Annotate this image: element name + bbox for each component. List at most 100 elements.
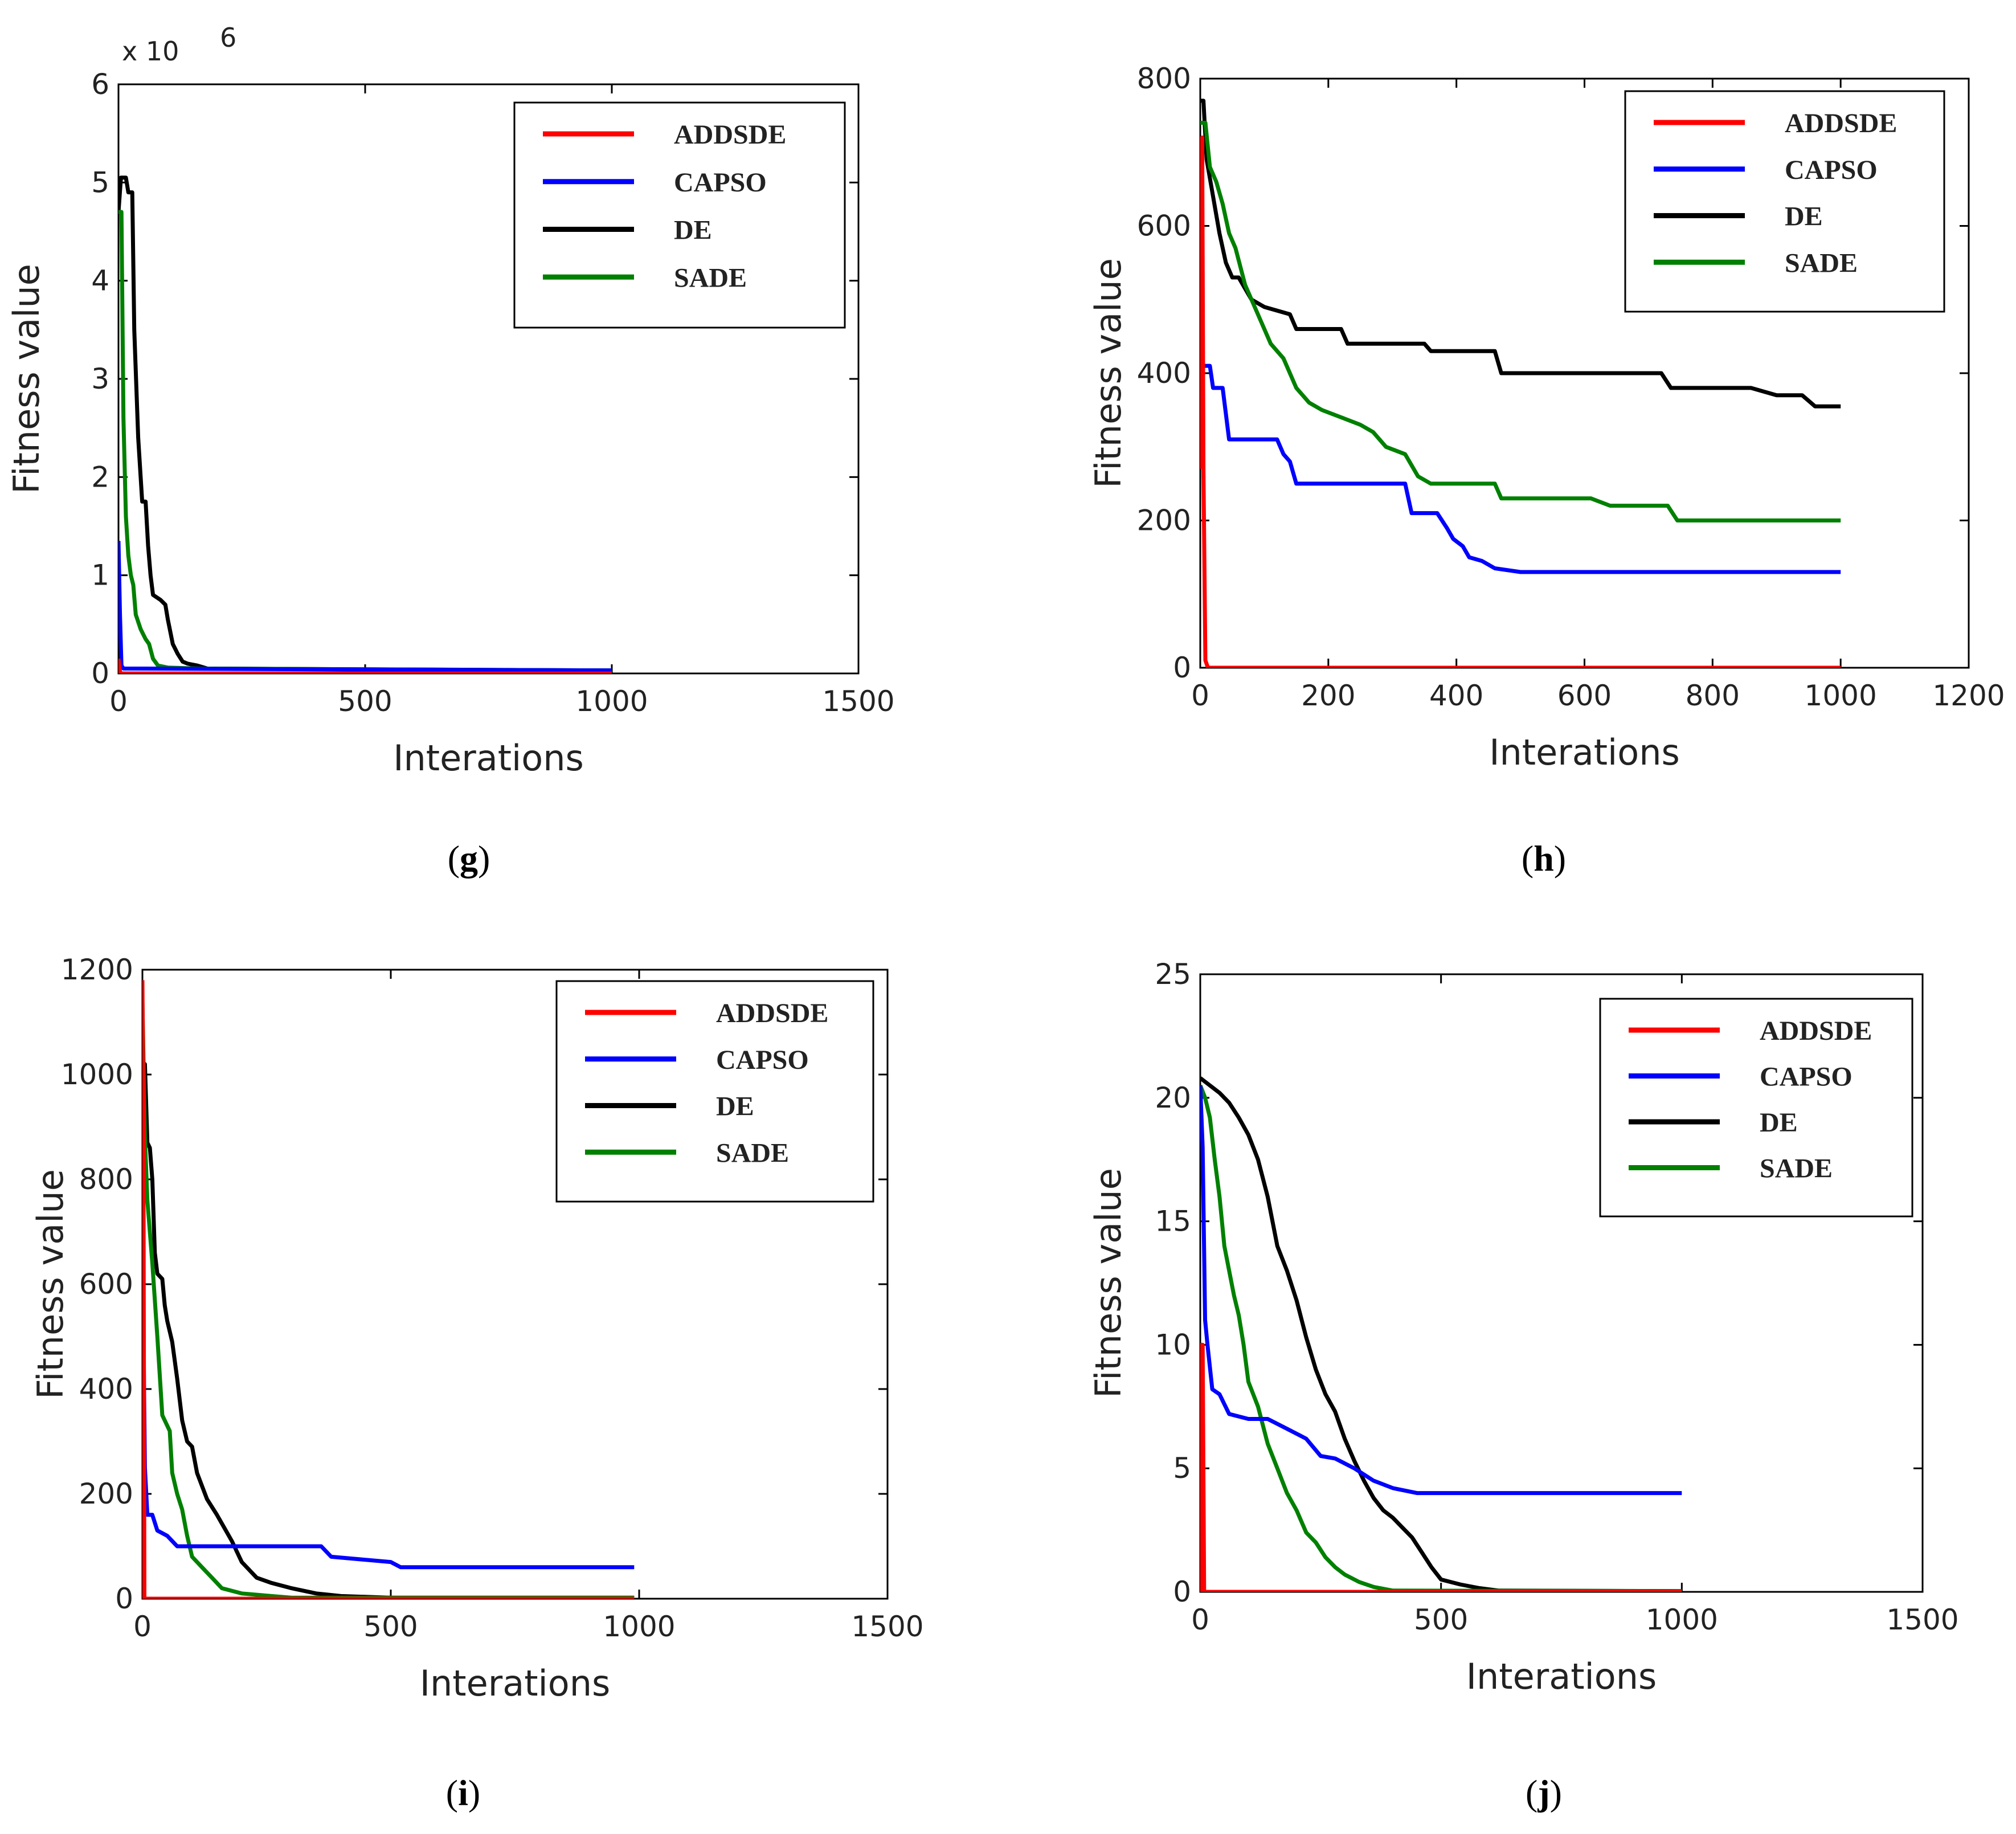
caption-g-letter: g	[460, 838, 478, 879]
chart-h-x-tick-label: 800	[1686, 679, 1740, 712]
caption-i: (i)	[445, 1772, 481, 1813]
chart-j-series-de-line	[1200, 1076, 1682, 1592]
chart-j-x-tick-label: 500	[1414, 1603, 1468, 1636]
chart-i-x-axis-label: Interations	[420, 1663, 611, 1704]
chart-i-series-de-line	[142, 1062, 635, 1599]
chart-i: 0 500 1000 1500 0 200 400 600 800 1000 1200 Interat…	[30, 953, 924, 1704]
chart-h-series-capso-line	[1200, 363, 1841, 574]
chart-g-series-addsde-line	[118, 658, 612, 673]
chart-j-y-tick-label: 0	[1173, 1575, 1191, 1608]
chart-g-legend-label-sade: SADE	[674, 263, 747, 293]
chart-h-y-tick-label: 200	[1137, 504, 1191, 537]
chart-g-y-tick-label: 5	[91, 166, 109, 199]
chart-h-legend-label-sade: SADE	[1785, 248, 1858, 278]
chart-h-x-tick-label: 200	[1301, 679, 1355, 712]
chart-g-y-axis-label: Fitness value	[6, 264, 47, 494]
chart-j-series-sade-line	[1200, 1084, 1682, 1592]
chart-i-x-tick-label: 0	[133, 1610, 152, 1643]
caption-j-letter: j	[1537, 1772, 1550, 1813]
chart-h-legend-label-de: DE	[1785, 202, 1823, 232]
chart-h-legend-label-addsde: ADDSDE	[1785, 108, 1897, 138]
chart-g-series-de-line	[118, 175, 612, 673]
chart-g-y-multiplier: x 10	[122, 36, 179, 67]
chart-g: 0 500 1000 1500 0 1 2 3 4 5 6 x 10 6 Interations Fitne…	[6, 22, 895, 779]
chart-i-y-tick-label: 600	[79, 1268, 133, 1301]
chart-g-series-capso-line	[118, 541, 612, 673]
chart-j-legend-label-sade: SADE	[1760, 1154, 1833, 1184]
chart-j-legend-label-addsde: ADDSDE	[1760, 1016, 1872, 1046]
chart-i-y-tick-label: 400	[79, 1373, 133, 1406]
chart-j-y-tick-label: 10	[1155, 1328, 1191, 1361]
chart-h-y-tick-label: 600	[1137, 210, 1191, 243]
chart-i-legend-label-sade: SADE	[716, 1138, 789, 1168]
chart-panel-h: 0 200 400 600 800 1000 1200 0 200 400 600 800 Intera…	[1065, 0, 2016, 798]
chart-panel-i: 0 500 1000 1500 0 200 400 600 800 1000 1200 Interat…	[0, 923, 968, 1721]
chart-panel-g: 0 500 1000 1500 0 1 2 3 4 5 6 x 10 6 Interations Fitne…	[0, 0, 923, 798]
chart-h-series-sade-line	[1200, 121, 1841, 522]
chart-h-y-tick-label: 0	[1173, 651, 1191, 684]
chart-h: 0 200 400 600 800 1000 12000200400600800Intera…	[1087, 62, 2005, 773]
chart-j-legend-label-capso: CAPSO	[1760, 1062, 1853, 1092]
chart-j-y-tick-label: 5	[1173, 1452, 1191, 1485]
chart-g-x-tick-label: 500	[338, 685, 392, 718]
chart-i-legend-box	[555, 980, 874, 1203]
chart-g-x-tick-label: 0	[109, 685, 128, 718]
caption-j: (j)	[1526, 1772, 1562, 1813]
chart-g-y-tick-label: 2	[91, 460, 109, 493]
chart-g-legend-label-capso: CAPSO	[674, 168, 767, 198]
chart-h-x-tick-label: 1200	[1932, 679, 2005, 712]
chart-j-x-axis-label: Interations	[1466, 1656, 1657, 1697]
chart-j: 0 500 1000 1500 0 5 10 15 20 25 Interations Fitness…	[1087, 958, 1959, 1697]
chart-j-legend-box	[1599, 998, 1913, 1218]
caption-g: (g)	[447, 838, 490, 879]
chart-i-legend-label-de: DE	[716, 1092, 754, 1122]
chart-g-x-tick-label: 1500	[822, 685, 894, 718]
chart-j-x-tick-label: 1500	[1886, 1603, 1958, 1636]
chart-j-series-addsde-line	[1200, 1342, 1682, 1592]
chart-h-series-addsde-line	[1200, 135, 1841, 668]
chart-g-y-tick-label: 6	[91, 68, 109, 101]
caption-i-letter: i	[458, 1772, 468, 1813]
chart-i-y-tick-label: 1200	[61, 953, 133, 986]
chart-h-legend-box	[1624, 90, 1945, 313]
chart-i-x-tick-label: 1000	[603, 1610, 675, 1643]
chart-i-y-tick-label: 800	[79, 1163, 133, 1196]
chart-j-x-tick-label: 0	[1191, 1603, 1209, 1636]
chart-h-x-tick-label: 600	[1557, 679, 1612, 712]
chart-g-legend-box	[513, 101, 846, 329]
chart-h-x-tick-label: 1000	[1805, 679, 1877, 712]
chart-g-series-sade-line	[118, 210, 612, 673]
chart-g-y-exponent: 6	[220, 22, 236, 53]
chart-g-y-tick-label: 3	[91, 362, 109, 395]
caption-h: (h)	[1521, 838, 1567, 879]
chart-g-x-tick-label: 1000	[575, 685, 648, 718]
chart-g-y-tick-label: 0	[91, 657, 109, 690]
chart-j-y-tick-label: 25	[1155, 958, 1191, 991]
chart-g-legend-label-addsde: ADDSDE	[674, 120, 786, 150]
chart-g-y-tick-label: 1	[91, 559, 109, 592]
chart-panel-j: 0 500 1000 1500 0 5 10 15 20 25 Interations Fitness…	[1065, 923, 2016, 1721]
chart-i-legend-label-capso: CAPSO	[716, 1045, 809, 1075]
chart-j-x-tick-label: 1000	[1646, 1603, 1718, 1636]
chart-i-y-tick-label: 0	[115, 1582, 133, 1615]
chart-g-y-tick-label: 4	[91, 264, 109, 297]
chart-i-series-addsde-line	[142, 980, 635, 1599]
chart-h-x-tick-label: 400	[1429, 679, 1483, 712]
chart-h-y-tick-label: 400	[1137, 357, 1191, 390]
chart-h-y-axis-label: Fitness value	[1087, 258, 1129, 488]
chart-j-y-tick-label: 20	[1155, 1081, 1191, 1114]
chart-g-x-axis-label: Interations	[393, 737, 584, 779]
chart-j-legend-label-de: DE	[1760, 1108, 1798, 1138]
chart-h-y-tick-label: 800	[1137, 62, 1191, 95]
chart-j-y-axis-label: Fitness value	[1087, 1168, 1129, 1398]
chart-h-series-de-line	[1200, 99, 1841, 409]
chart-h-x-tick-label: 0	[1191, 679, 1209, 712]
chart-i-series-capso-line	[142, 1231, 635, 1570]
chart-i-legend-label-addsde: ADDSDE	[716, 998, 828, 1028]
chart-i-y-tick-label: 200	[79, 1477, 133, 1510]
chart-i-series-sade-line	[142, 1001, 635, 1599]
chart-h-legend-label-capso: CAPSO	[1785, 155, 1878, 185]
chart-j-y-tick-label: 15	[1155, 1205, 1191, 1238]
chart-i-x-tick-label: 500	[363, 1610, 418, 1643]
chart-j-series-capso-line	[1200, 1085, 1682, 1496]
